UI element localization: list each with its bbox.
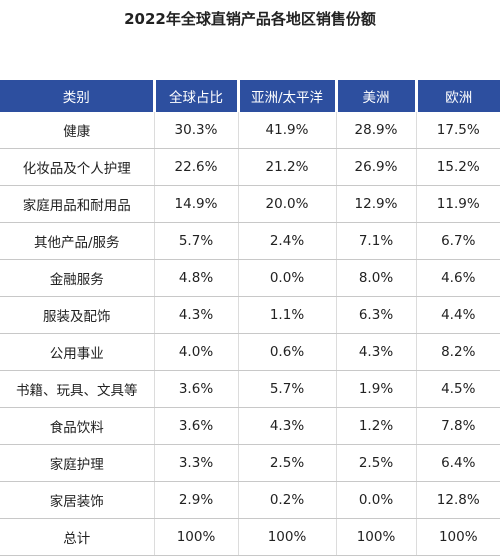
category-cell: 服装及配饰 (0, 296, 154, 334)
table-row: 金融服务 4.8% 0.0% 8.0% 4.6% (0, 259, 500, 297)
table-row: 食品饮料 3.6% 4.3% 1.2% 7.8% (0, 407, 500, 445)
value-cell: 3.6% (153, 407, 238, 445)
value-cell: 30.3% (153, 112, 238, 149)
category-cell: 健康 (0, 112, 154, 149)
value-cell: 14.9% (153, 185, 238, 223)
category-cell: 家庭用品和耐用品 (0, 185, 154, 223)
value-cell: 6.7% (415, 222, 500, 260)
value-cell: 12.8% (415, 481, 500, 519)
value-cell: 4.8% (153, 259, 238, 297)
value-cell: 4.0% (153, 333, 238, 371)
table-row: 服装及配饰 4.3% 1.1% 6.3% 4.4% (0, 296, 500, 334)
value-cell: 3.6% (153, 370, 238, 408)
value-cell: 28.9% (335, 112, 416, 149)
value-cell: 1.1% (237, 296, 336, 334)
value-cell: 2.5% (335, 444, 416, 482)
value-cell: 1.9% (335, 370, 416, 408)
value-cell: 4.3% (237, 407, 336, 445)
value-cell: 100% (237, 518, 336, 556)
value-cell: 7.1% (335, 222, 416, 260)
value-cell: 26.9% (335, 148, 416, 186)
value-cell: 100% (153, 518, 238, 556)
table-row: 书籍、玩具、文具等 3.6% 5.7% 1.9% 4.5% (0, 370, 500, 408)
value-cell: 3.3% (153, 444, 238, 482)
value-cell: 5.7% (237, 370, 336, 408)
value-cell: 2.4% (237, 222, 336, 260)
table-row: 家庭用品和耐用品 14.9% 20.0% 12.9% 11.9% (0, 185, 500, 223)
header-row: 类别 全球占比 亚洲/太平洋 美洲 欧洲 (0, 80, 500, 112)
header-cell: 欧洲 (414, 80, 500, 112)
header-cell: 类别 (0, 80, 154, 112)
value-cell: 5.7% (153, 222, 238, 260)
table-row: 家居装饰 2.9% 0.2% 0.0% 12.8% (0, 481, 500, 519)
category-cell: 金融服务 (0, 259, 154, 297)
category-cell: 家庭护理 (0, 444, 154, 482)
table-row: 健康 30.3% 41.9% 28.9% 17.5% (0, 112, 500, 149)
header-cell: 全球占比 (152, 80, 238, 112)
value-cell: 4.5% (415, 370, 500, 408)
table-body: 健康 30.3% 41.9% 28.9% 17.5% 化妆品及个人护理 22.6% 21.2%… (0, 112, 500, 556)
value-cell: 100% (335, 518, 416, 556)
value-cell: 15.2% (415, 148, 500, 186)
value-cell: 22.6% (153, 148, 238, 186)
table-row: 总计 100% 100% 100% 100% (0, 518, 500, 556)
header-cell: 美洲 (334, 80, 416, 112)
value-cell: 0.0% (335, 481, 416, 519)
value-cell: 6.3% (335, 296, 416, 334)
value-cell: 4.3% (335, 333, 416, 371)
value-cell: 7.8% (415, 407, 500, 445)
value-cell: 8.0% (335, 259, 416, 297)
value-cell: 100% (415, 518, 500, 556)
table: 类别 全球占比 亚洲/太平洋 美洲 欧洲 健康 30.3% 41.9% 28.9% 17.5% 化… (0, 80, 500, 556)
value-cell: 17.5% (415, 112, 500, 149)
category-cell: 总计 (0, 518, 154, 556)
category-cell: 公用事业 (0, 333, 154, 371)
value-cell: 0.2% (237, 481, 336, 519)
category-cell: 食品饮料 (0, 407, 154, 445)
value-cell: 1.2% (335, 407, 416, 445)
table-row: 公用事业 4.0% 0.6% 4.3% 8.2% (0, 333, 500, 371)
value-cell: 12.9% (335, 185, 416, 223)
header-cell: 亚洲/太平洋 (236, 80, 336, 112)
category-cell: 化妆品及个人护理 (0, 148, 154, 186)
value-cell: 8.2% (415, 333, 500, 371)
value-cell: 21.2% (237, 148, 336, 186)
value-cell: 4.4% (415, 296, 500, 334)
value-cell: 20.0% (237, 185, 336, 223)
table-row: 家庭护理 3.3% 2.5% 2.5% 6.4% (0, 444, 500, 482)
value-cell: 6.4% (415, 444, 500, 482)
value-cell: 0.6% (237, 333, 336, 371)
table-row: 其他产品/服务 5.7% 2.4% 7.1% 6.7% (0, 222, 500, 260)
value-cell: 0.0% (237, 259, 336, 297)
value-cell: 41.9% (237, 112, 336, 149)
value-cell: 4.6% (415, 259, 500, 297)
table-row: 化妆品及个人护理 22.6% 21.2% 26.9% 15.2% (0, 148, 500, 186)
value-cell: 2.5% (237, 444, 336, 482)
value-cell: 2.9% (153, 481, 238, 519)
category-cell: 其他产品/服务 (0, 222, 154, 260)
title: 2022年全球直销产品各地区销售份额 (124, 10, 376, 28)
category-cell: 书籍、玩具、文具等 (0, 370, 154, 408)
value-cell: 11.9% (415, 185, 500, 223)
value-cell: 4.3% (153, 296, 238, 334)
category-cell: 家居装饰 (0, 481, 154, 519)
